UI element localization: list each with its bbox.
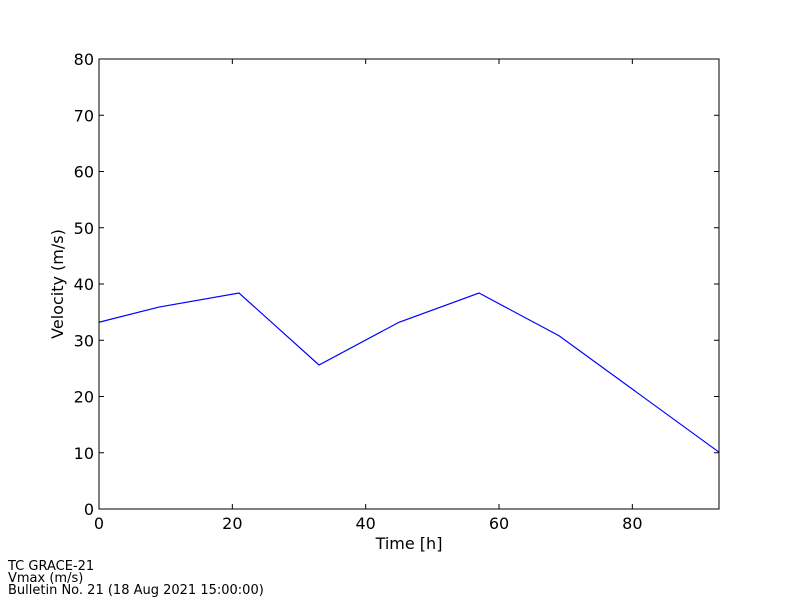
x-tick-label: 20 bbox=[222, 514, 242, 533]
x-tick-label: 0 bbox=[94, 514, 104, 533]
footer-note: TC GRACE-21 bbox=[7, 559, 94, 574]
y-tick-label: 70 bbox=[74, 106, 94, 125]
y-tick-label: 30 bbox=[74, 331, 94, 350]
y-tick-label: 50 bbox=[74, 219, 94, 238]
y-tick-label: 80 bbox=[74, 50, 94, 69]
footer-note: Bulletin No. 21 (18 Aug 2021 15:00:00) bbox=[8, 583, 264, 598]
y-tick-label: 0 bbox=[84, 500, 94, 519]
y-tick-label: 60 bbox=[74, 163, 94, 182]
x-tick-label: 40 bbox=[355, 514, 375, 533]
y-tick-label: 10 bbox=[74, 444, 94, 463]
x-axis-label: Time [h] bbox=[375, 534, 443, 553]
y-tick-label: 40 bbox=[74, 275, 94, 294]
x-tick-label: 80 bbox=[622, 514, 642, 533]
y-tick-label: 20 bbox=[74, 388, 94, 407]
plot-frame bbox=[98, 58, 720, 510]
footer-note: Vmax (m/s) bbox=[8, 571, 83, 586]
data-line bbox=[98, 292, 720, 453]
y-axis-label: Velocity (m/s) bbox=[48, 229, 67, 339]
x-tick-label: 60 bbox=[489, 514, 509, 533]
